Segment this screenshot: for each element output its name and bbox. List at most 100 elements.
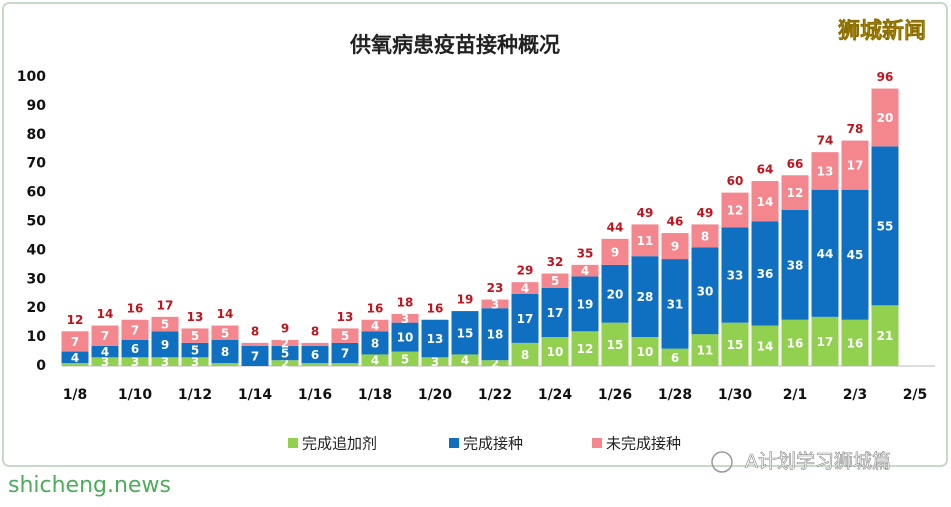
bar-segment bbox=[541, 273, 569, 288]
data-label: 7 bbox=[341, 346, 349, 360]
bar-segment bbox=[631, 224, 659, 257]
total-label: 32 bbox=[547, 255, 564, 269]
data-label: 36 bbox=[757, 267, 774, 281]
bar-segment bbox=[811, 152, 839, 190]
y-tick-label: 90 bbox=[27, 98, 47, 114]
x-tick-label: 1/10 bbox=[118, 387, 153, 403]
x-tick-label: 1/18 bbox=[358, 387, 392, 403]
bar-segment bbox=[211, 339, 239, 364]
bar-segment bbox=[751, 181, 779, 222]
data-label: 7 bbox=[71, 335, 79, 349]
data-label: 8 bbox=[371, 336, 379, 350]
bar-segment bbox=[211, 363, 239, 366]
data-label: 12 bbox=[577, 342, 594, 356]
data-label: 38 bbox=[787, 258, 804, 272]
data-label: 20 bbox=[877, 111, 894, 125]
x-tick-label: 1/26 bbox=[598, 387, 632, 403]
total-label: 35 bbox=[577, 246, 594, 260]
bar-segment bbox=[421, 319, 449, 358]
bar-segment bbox=[841, 140, 869, 190]
data-label: 14 bbox=[757, 195, 774, 209]
total-label: 14 bbox=[97, 307, 114, 321]
bar-segment bbox=[571, 331, 599, 366]
total-label: 16 bbox=[127, 301, 144, 315]
data-label: 11 bbox=[637, 234, 654, 248]
account-watermark: A计划学习狮城篇 bbox=[745, 451, 891, 473]
total-label: 13 bbox=[337, 310, 354, 324]
bar-segment bbox=[91, 325, 119, 346]
bar-segment bbox=[781, 319, 809, 366]
bar-segment bbox=[61, 363, 89, 366]
data-label: 18 bbox=[487, 328, 504, 342]
bar-segment bbox=[151, 331, 179, 358]
bar-segment bbox=[841, 189, 869, 320]
data-label: 4 bbox=[101, 345, 109, 359]
data-label: 6 bbox=[311, 348, 319, 362]
bar-segment bbox=[571, 276, 599, 332]
data-label: 12 bbox=[727, 203, 744, 217]
bar-segment bbox=[301, 342, 329, 346]
bar-segment bbox=[751, 221, 779, 326]
data-label: 6 bbox=[671, 351, 679, 365]
data-label: 30 bbox=[697, 284, 714, 298]
bar-segment bbox=[451, 354, 479, 366]
data-label: 4 bbox=[461, 354, 469, 368]
data-label: 10 bbox=[547, 345, 564, 359]
data-label: 14 bbox=[757, 339, 774, 353]
data-label: 17 bbox=[517, 312, 534, 326]
x-tick-label: 2/1 bbox=[783, 387, 808, 403]
data-label: 8 bbox=[221, 345, 229, 359]
data-label: 8 bbox=[701, 229, 709, 243]
legend-swatch bbox=[449, 438, 459, 448]
data-label: 19 bbox=[577, 297, 594, 311]
total-label: 60 bbox=[727, 174, 744, 188]
bar-segment bbox=[241, 342, 269, 346]
total-label: 18 bbox=[397, 295, 414, 309]
data-label: 9 bbox=[671, 240, 679, 254]
bar-segment bbox=[721, 192, 749, 228]
total-label: 9 bbox=[281, 321, 289, 335]
y-tick-label: 50 bbox=[27, 214, 47, 230]
data-label: 3 bbox=[491, 297, 499, 311]
x-tick-label: 2/5 bbox=[903, 387, 928, 403]
data-label: 9 bbox=[611, 245, 619, 259]
total-label: 13 bbox=[187, 310, 204, 324]
data-label: 2 bbox=[281, 336, 289, 350]
data-label: 5 bbox=[551, 274, 559, 288]
data-label: 20 bbox=[607, 287, 624, 301]
data-label: 4 bbox=[581, 264, 589, 278]
bar-segment bbox=[691, 224, 719, 248]
data-label: 15 bbox=[727, 338, 744, 352]
data-label: 31 bbox=[667, 297, 684, 311]
total-label: 16 bbox=[367, 301, 384, 315]
bar-segment bbox=[601, 264, 629, 323]
legend-label: 未完成接种 bbox=[606, 435, 681, 453]
data-label: 10 bbox=[637, 345, 654, 359]
total-label: 12 bbox=[67, 313, 84, 327]
data-label: 55 bbox=[877, 219, 894, 233]
total-label: 78 bbox=[847, 122, 864, 136]
bar-segment bbox=[211, 325, 239, 340]
data-label: 12 bbox=[787, 186, 804, 200]
data-label: 3 bbox=[101, 355, 109, 369]
bar-segment bbox=[91, 345, 119, 358]
bar-segment bbox=[121, 339, 149, 358]
bar-segment bbox=[541, 287, 569, 338]
x-tick-label: 1/12 bbox=[178, 387, 212, 403]
bar-segment bbox=[61, 351, 89, 364]
bar-segment bbox=[331, 328, 359, 343]
x-tick-label: 1/14 bbox=[238, 387, 273, 403]
x-tick-label: 1/8 bbox=[63, 387, 88, 403]
bar-segment bbox=[811, 189, 839, 317]
bar-segment bbox=[391, 313, 419, 323]
watermark: 狮城新闻 bbox=[838, 18, 926, 44]
y-tick-label: 80 bbox=[27, 127, 47, 143]
bar-segment bbox=[391, 322, 419, 352]
bar-segment bbox=[61, 331, 89, 352]
bar-segment bbox=[271, 339, 299, 346]
bar-segment bbox=[301, 345, 329, 364]
data-label: 2 bbox=[281, 357, 289, 371]
data-label: 9 bbox=[161, 338, 169, 352]
bar-segment bbox=[511, 342, 539, 366]
data-label: 10 bbox=[397, 331, 414, 345]
